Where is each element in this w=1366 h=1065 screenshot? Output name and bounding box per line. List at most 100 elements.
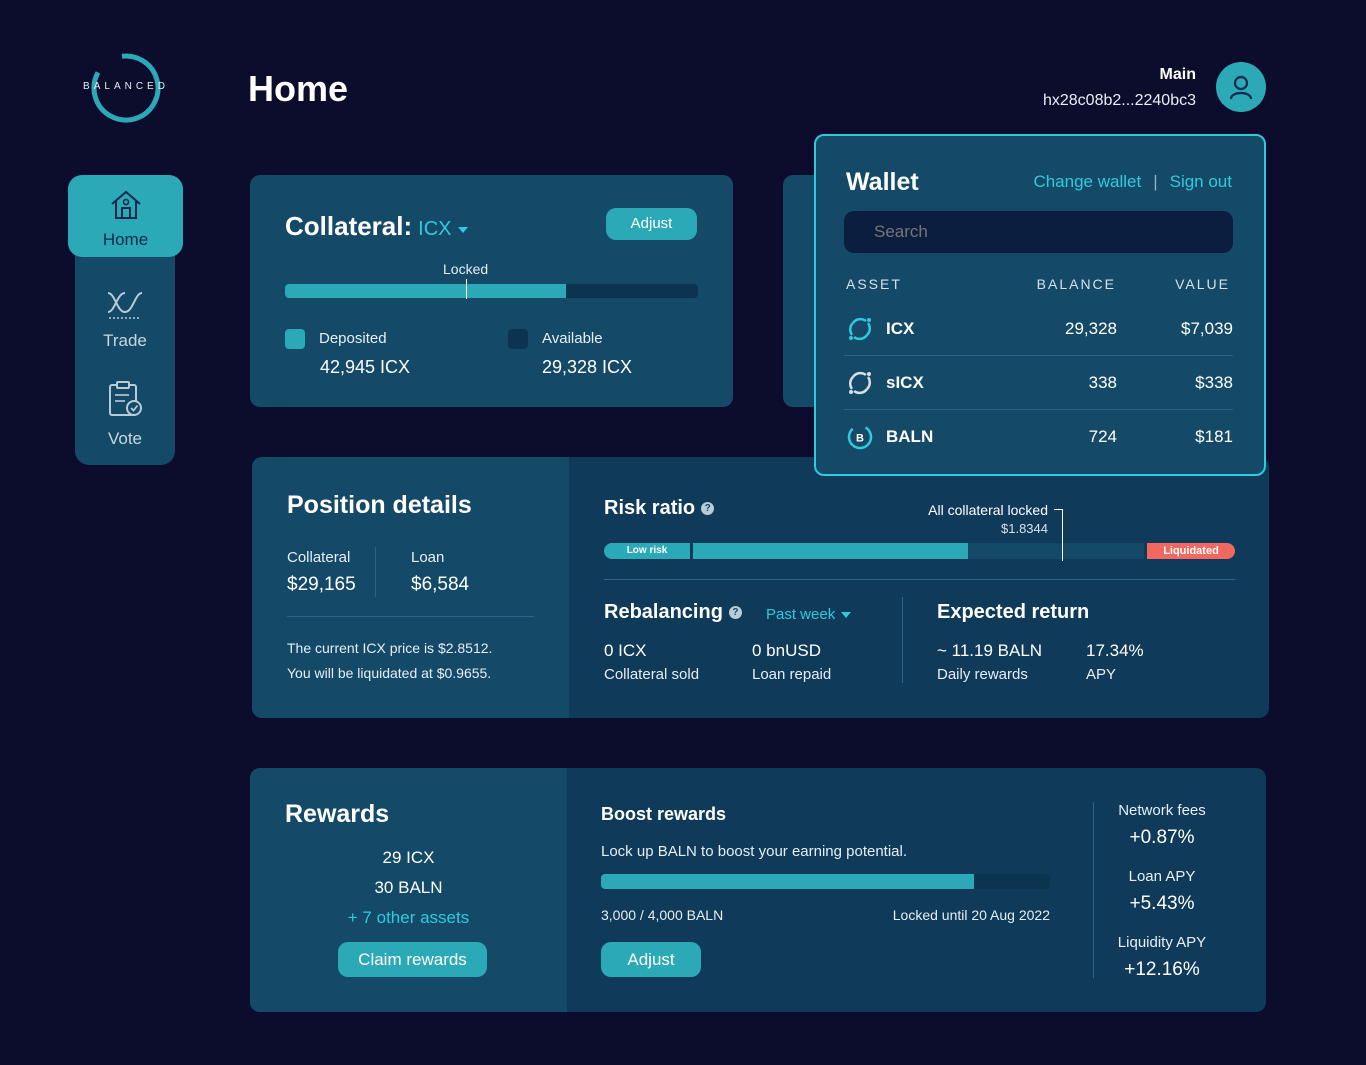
period-label: Past week [766,606,836,623]
liquidity-apy-label: Liquidity APY [1117,934,1207,951]
balance-column-header: BALANCE [1036,276,1116,292]
account-address: hx28c08b2...2240bc3 [1042,92,1196,109]
chevron-down-icon [841,612,852,619]
all-collateral-locked-marker [1062,509,1063,561]
sidebar-item-label: Home [102,230,149,249]
reward-baln: 30 BALN [374,878,443,897]
position-details-section: Position details Collateral $29,165 Loan… [252,457,569,718]
deposited-label: Deposited [319,330,387,347]
available-value: 29,328 ICX [542,357,633,377]
collateral-adjust-button[interactable]: Adjust [606,208,697,240]
boost-bar-fill [601,874,974,889]
boost-adjust-button[interactable]: Adjust [601,942,701,977]
collateral-title: Collateral: ICX [285,211,468,242]
separator: | [1153,172,1158,191]
deposited-value: 42,945 ICX [320,357,411,377]
low-risk-segment: Low risk [604,543,690,559]
loan-repaid-label: Loan repaid [752,666,832,683]
rewards-title: Rewards [285,800,390,828]
apy-value: 17.34% [1086,641,1144,660]
svg-text:B: B [856,433,864,445]
risk-ratio-title-text: Risk ratio [604,497,696,519]
boost-rewards-title: Boost rewards [601,804,727,824]
collateral-panel: Collateral: ICX Adjust Locked Deposited 4… [250,175,733,407]
avatar[interactable] [1216,62,1266,112]
chevron-down-icon [457,226,468,233]
account-name: Main [1159,66,1196,83]
icx-icon [848,317,872,341]
wallet-row-sicx[interactable]: sICX 338 $338 [844,356,1233,410]
all-collateral-locked-value: $1.8344 [1001,521,1048,536]
rewards-panel: Rewards 29 ICX 30 BALN + 7 other assets … [250,768,1266,1012]
rebalancing-title: Rebalancing? [604,601,742,624]
risk-ratio-title: Risk ratio? [604,497,715,520]
collateral-title-text: Collateral: [285,211,413,241]
asset-balance: 724 [1088,427,1117,446]
home-icon [110,190,141,219]
rebalancing-title-text: Rebalancing [604,601,723,623]
position-loan-label: Loan [411,549,445,566]
liquidated-segment: Liquidated [1147,543,1235,559]
locked-marker [466,279,467,299]
available-swatch [508,329,528,349]
collateral-sold-value: 0 ICX [604,641,647,660]
wallet-search-input[interactable] [844,211,1233,253]
sidebar-item-home[interactable]: Home [68,175,183,257]
sign-out-link[interactable]: Sign out [1169,172,1232,191]
loan-apy-label: Loan APY [1128,868,1196,885]
daily-rewards-value: ~ 11.19 BALN [937,641,1043,660]
icx-price-note: The current ICX price is $2.8512. [287,640,493,656]
liquidation-note: You will be liquidated at $0.9655. [287,665,492,681]
boost-bar[interactable] [601,874,1050,889]
divider [902,597,903,683]
asset-balance: 29,328 [1065,319,1117,338]
wallet-title: Wallet [846,168,919,196]
risk-remaining-segment [968,543,1144,559]
vote-icon [109,381,142,416]
reward-icx: 29 ICX [382,848,435,867]
asset-name: ICX [886,319,915,338]
other-assets-link[interactable]: + 7 other assets [347,908,470,927]
daily-rewards-label: Daily rewards [937,666,1028,683]
wallet-links: Change wallet | Sign out [1033,172,1232,192]
rewards-section: Rewards 29 ICX 30 BALN + 7 other assets … [250,768,567,1012]
loan-repaid-value: 0 bnUSD [752,641,821,660]
period-selector[interactable]: Past week [766,606,852,623]
logo-text: BALANCED [83,81,169,92]
boost-locked-until: Locked until 20 Aug 2022 [892,907,1050,923]
divider [287,616,534,617]
collateral-asset-selector[interactable]: ICX [418,218,468,240]
wallet-row-baln[interactable]: B BALN 724 $181 [844,410,1233,464]
help-icon[interactable]: ? [728,606,742,620]
position-collateral-value: $29,165 [287,574,356,595]
risk-fill-segment [693,543,968,559]
divider [375,547,376,597]
wallet-row-icx[interactable]: ICX 29,328 $7,039 [844,302,1233,356]
position-loan-value: $6,584 [411,574,470,595]
asset-value: $338 [1195,373,1233,392]
divider [1093,802,1094,978]
boost-amount: 3,000 / 4,000 BALN [601,907,724,923]
logo: BALANCED [72,48,180,128]
logo-ring-icon [91,53,161,123]
help-icon[interactable]: ? [701,502,715,516]
liquidity-apy-value: +12.16% [1124,959,1200,980]
sidebar-item-trade[interactable]: Trade [75,288,175,351]
asset-balance: 338 [1088,373,1117,392]
network-fees-label: Network fees [1118,802,1206,819]
value-column-header: VALUE [1175,276,1230,292]
position-title: Position details [287,491,472,519]
asset-value: $7,039 [1181,319,1233,338]
sicx-icon [848,371,872,395]
collateral-sold-label: Collateral sold [604,666,700,683]
sidebar-item-label: Vote [107,429,143,448]
change-wallet-link[interactable]: Change wallet [1033,172,1142,191]
collateral-bar-fill [285,284,566,298]
baln-icon: B [847,424,873,450]
available-label: Available [542,330,603,347]
page-title: Home [248,68,349,109]
sidebar-item-vote[interactable]: Vote [75,380,175,449]
deposited-swatch [285,329,305,349]
claim-rewards-button[interactable]: Claim rewards [338,942,487,977]
asset-name: sICX [886,373,924,392]
